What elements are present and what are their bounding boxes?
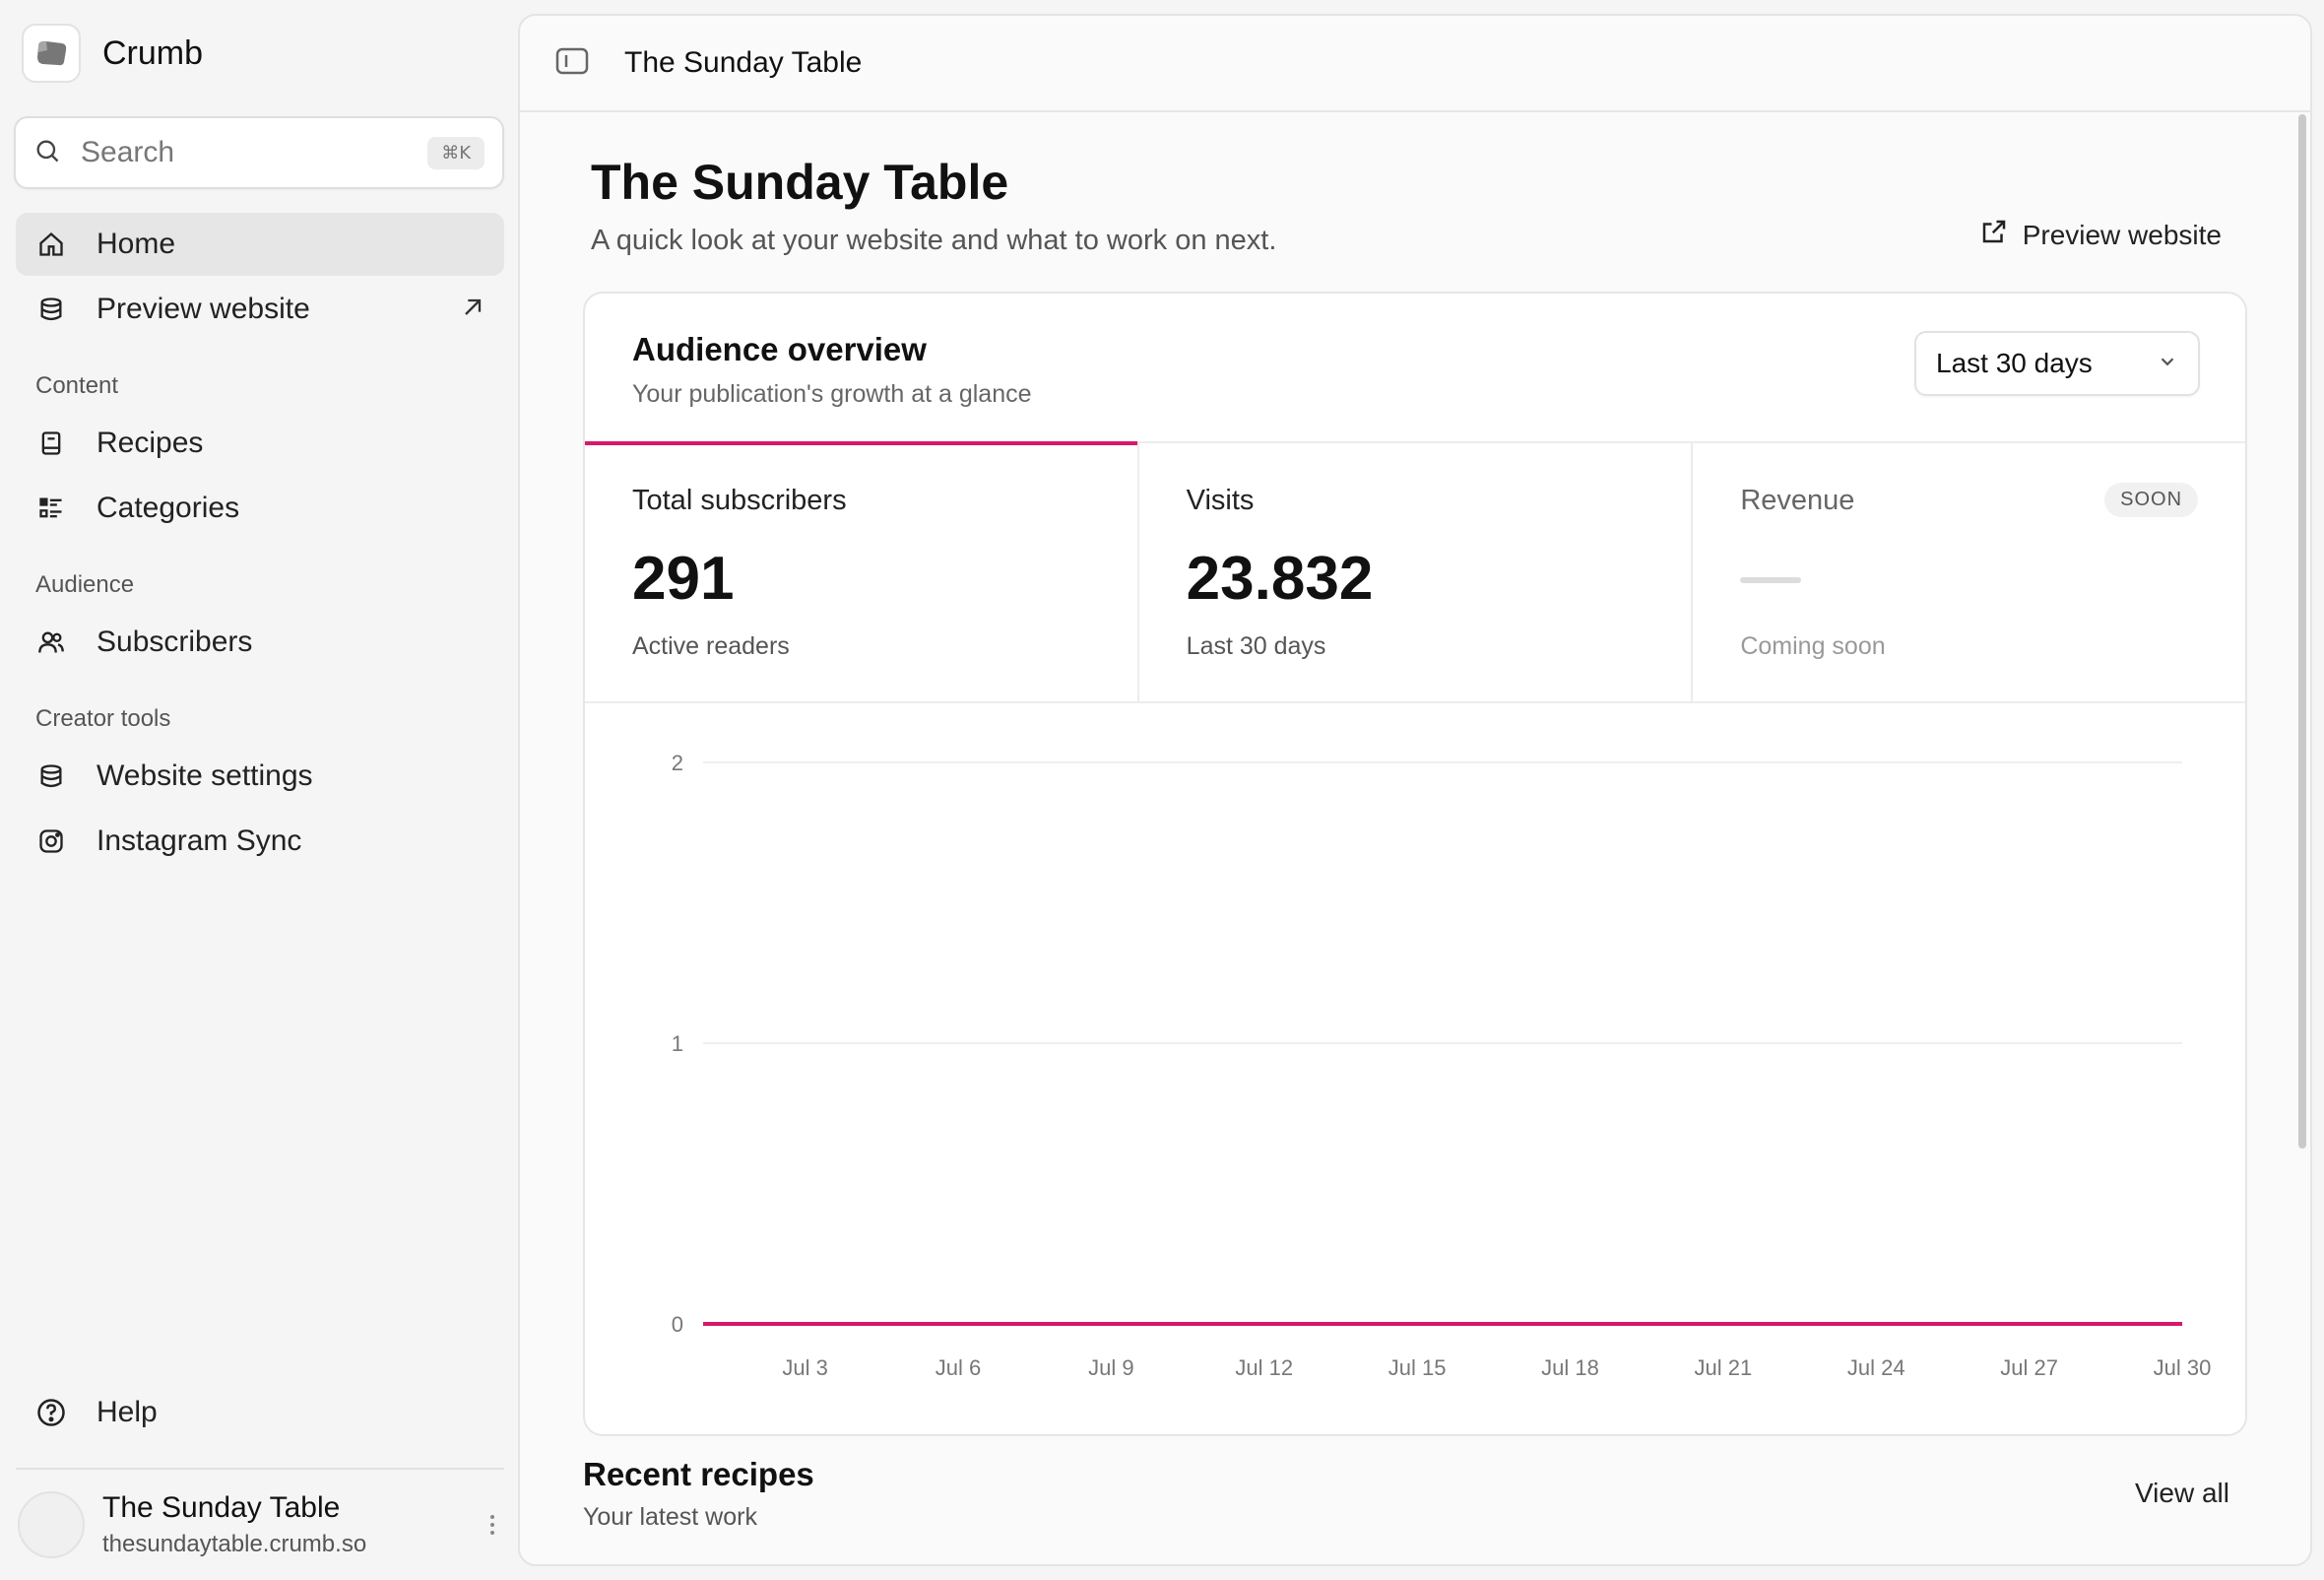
stat-label: Revenue xyxy=(1740,485,1855,516)
sidebar-item-label: Recipes xyxy=(97,427,204,459)
stat-label: Total subscribers xyxy=(632,485,847,516)
soon-badge: SOON xyxy=(2104,483,2199,517)
stat-value: 291 xyxy=(632,545,735,613)
y-tick-label: 1 xyxy=(672,1031,683,1056)
sidebar-item-help[interactable]: Help xyxy=(16,1381,504,1444)
crumb-logo-icon xyxy=(22,24,81,83)
y-tick-label: 0 xyxy=(672,1312,683,1337)
more-vertical-icon[interactable] xyxy=(481,1505,504,1545)
sidebar-item-label: Home xyxy=(97,228,176,260)
sidebar-item-label: Instagram Sync xyxy=(97,824,302,857)
x-tick-label: Jul 30 xyxy=(2154,1355,2212,1380)
sidebar-item-label: Preview website xyxy=(97,293,310,325)
sidebar-divider xyxy=(16,1468,504,1470)
account-info: The Sunday Table thesundaytable.crumb.so xyxy=(102,1491,481,1558)
x-tick-label: Jul 9 xyxy=(1088,1355,1133,1380)
list-icon xyxy=(35,493,67,524)
sidebar-item-label: Categories xyxy=(97,492,240,524)
x-tick-label: Jul 27 xyxy=(2000,1355,2058,1380)
sidebar-item-label: Help xyxy=(97,1396,158,1428)
sidebar-item-website-settings[interactable]: Website settings xyxy=(16,745,504,808)
search-input[interactable]: Search xyxy=(81,136,175,168)
sidebar-item-label: Website settings xyxy=(97,759,313,792)
instagram-icon xyxy=(35,825,67,857)
external-link-icon xyxy=(1979,217,2009,253)
search-shortcut: ⌘K xyxy=(427,136,484,169)
sidebar-item-label: Subscribers xyxy=(97,625,253,658)
stat-visits[interactable]: Visits 23.832 Last 30 days xyxy=(1139,443,1694,701)
sidebar-item-recipes[interactable]: Recipes xyxy=(16,412,504,475)
database-icon xyxy=(35,294,67,325)
book-icon xyxy=(35,428,67,459)
subscribers-line-chart: 0 1 2 Jul 3 Jul 6 Jul 9 Jul 12 Jul 15 Jul 18 Jul … xyxy=(672,751,2212,1380)
view-all-link[interactable]: View all xyxy=(2135,1478,2229,1508)
sidebar-item-home[interactable]: Home xyxy=(16,213,504,276)
sidebar-item-preview-website[interactable]: Preview website xyxy=(16,278,504,341)
preview-website-link[interactable]: Preview website xyxy=(1979,217,2222,253)
section-label-content: Content xyxy=(35,372,119,399)
stat-caption: Last 30 days xyxy=(1186,632,1326,660)
scrollbar[interactable] xyxy=(2298,114,2306,1149)
x-tick-label: Jul 24 xyxy=(1847,1355,1905,1380)
sidebar-item-categories[interactable]: Categories xyxy=(16,477,504,540)
date-range-value: Last 30 days xyxy=(1936,348,2093,378)
recent-recipes-subtitle: Your latest work xyxy=(583,1503,757,1531)
date-range-select[interactable]: Last 30 days xyxy=(1914,331,2200,396)
account-url: thesundaytable.crumb.so xyxy=(102,1531,367,1557)
sidebar-item-subscribers[interactable]: Subscribers xyxy=(16,611,504,674)
database-icon xyxy=(35,760,67,792)
preview-website-label: Preview website xyxy=(2022,219,2222,250)
page-subtitle: A quick look at your website and what to… xyxy=(591,225,1277,256)
sidebar-item-instagram-sync[interactable]: Instagram Sync xyxy=(16,810,504,873)
search-box[interactable]: Search ⌘K xyxy=(14,116,504,189)
brand-name: Crumb xyxy=(102,33,204,72)
users-icon xyxy=(35,626,67,658)
stat-revenue: Revenue SOON Coming soon xyxy=(1693,443,2245,701)
topbar-title: The Sunday Table xyxy=(624,46,863,79)
chevron-down-icon xyxy=(2157,348,2178,379)
card-title: Audience overview xyxy=(632,331,927,367)
stat-caption: Coming soon xyxy=(1740,632,1886,660)
x-tick-label: Jul 12 xyxy=(1235,1355,1293,1380)
x-tick-label: Jul 6 xyxy=(936,1355,981,1380)
sidebar-toggle-icon[interactable] xyxy=(555,46,589,81)
section-label-audience: Audience xyxy=(35,571,135,598)
page-title: The Sunday Table xyxy=(591,155,1009,210)
account-switcher[interactable]: The Sunday Table thesundaytable.crumb.so xyxy=(18,1489,504,1560)
stats-row: Total subscribers 291 Active readers Vis… xyxy=(585,441,2245,703)
x-tick-label: Jul 21 xyxy=(1695,1355,1753,1380)
recent-recipes-title: Recent recipes xyxy=(583,1456,814,1492)
x-tick-label: Jul 18 xyxy=(1541,1355,1599,1380)
sidebar: Crumb Search ⌘K Home Preview website Con… xyxy=(0,0,516,1580)
card-subtitle: Your publication's growth at a glance xyxy=(632,380,1032,408)
topbar: The Sunday Table xyxy=(520,16,2310,112)
main-panel: The Sunday Table The Sunday Table A quic… xyxy=(518,14,2312,1566)
brand[interactable]: Crumb xyxy=(22,24,203,83)
account-name: The Sunday Table xyxy=(102,1491,341,1524)
help-icon xyxy=(35,1397,67,1428)
stat-caption: Active readers xyxy=(632,632,790,660)
stat-value: 23.832 xyxy=(1186,545,1374,613)
avatar xyxy=(18,1491,85,1558)
x-tick-label: Jul 3 xyxy=(782,1355,827,1380)
y-tick-label: 2 xyxy=(672,751,683,775)
stat-subscribers[interactable]: Total subscribers 291 Active readers xyxy=(585,441,1139,701)
x-tick-label: Jul 15 xyxy=(1388,1355,1447,1380)
stat-label: Visits xyxy=(1186,485,1255,516)
arrow-up-right-icon xyxy=(459,294,486,329)
empty-value-dash xyxy=(1740,577,1802,583)
search-icon xyxy=(33,137,61,169)
audience-overview-card: Audience overview Your publication's gro… xyxy=(583,292,2247,1436)
section-label-creator-tools: Creator tools xyxy=(35,705,171,732)
home-icon xyxy=(35,229,67,260)
